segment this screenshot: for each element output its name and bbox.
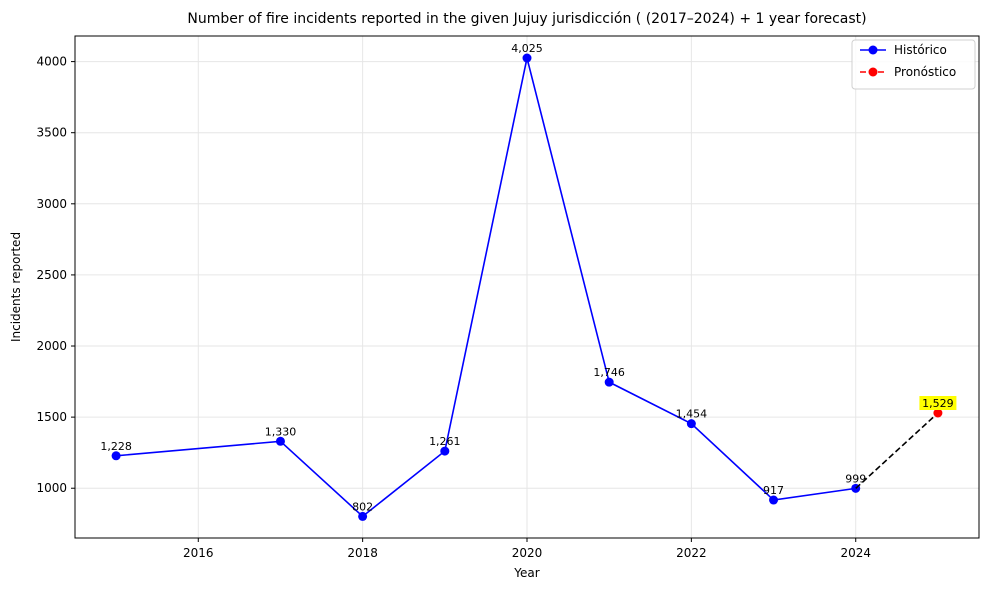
data-label: 1,261	[429, 435, 461, 448]
data-label: 4,025	[511, 42, 543, 55]
data-point	[111, 451, 121, 461]
data-point	[358, 511, 368, 521]
data-label: 1,228	[100, 440, 132, 453]
data-label: 1,454	[676, 408, 708, 421]
x-tick-label: 2020	[512, 546, 543, 560]
data-label: 917	[763, 484, 784, 497]
data-label: 1,330	[265, 425, 297, 438]
x-axis-title: Year	[513, 566, 539, 580]
data-label: 802	[352, 500, 373, 513]
y-tick-label: 1000	[36, 481, 67, 495]
legend-box	[851, 39, 976, 90]
legend: Histórico Pronóstico	[851, 39, 976, 90]
data-point	[440, 446, 450, 456]
label-highlight	[919, 395, 957, 410]
y-tick-label: 3500	[36, 126, 67, 140]
y-tick-label: 2500	[36, 268, 67, 282]
y-tick-label: 1500	[36, 410, 67, 424]
axis-ticks: 2016 2018 2020 2022 2024 1000 1500 2000 2500 3000…	[36, 55, 871, 560]
legend-marker	[868, 45, 878, 55]
data-point	[933, 408, 943, 418]
data-point	[686, 419, 696, 429]
series-line-1	[855, 412, 939, 489]
x-tick-label: 2018	[347, 546, 378, 560]
series-layer	[111, 53, 943, 521]
data-label: 999	[845, 472, 866, 485]
legend-label: Pronóstico	[894, 65, 956, 79]
x-tick-label: 2024	[840, 546, 871, 560]
legend-marker	[868, 67, 878, 77]
legend-label: Histórico	[894, 43, 947, 57]
data-point	[769, 495, 779, 505]
data-point	[275, 436, 285, 446]
y-tick-label: 3000	[36, 197, 67, 211]
x-tick-label: 2016	[183, 546, 214, 560]
data-point	[604, 377, 614, 387]
y-tick-label: 2000	[36, 339, 67, 353]
data-point	[522, 53, 532, 63]
y-axis-title: Incidents reported	[9, 232, 23, 342]
x-tick-label: 2022	[676, 546, 707, 560]
data-labels: 1,228 1,330 802 1,261 4,025 1,746 1,454 917 999 1…	[100, 42, 957, 513]
y-tick-label: 4000	[36, 55, 67, 69]
chart-title: Number of fire incidents reported in the…	[187, 11, 866, 27]
data-label: 1,529	[922, 397, 954, 410]
grid	[75, 36, 979, 538]
data-label: 1,746	[593, 366, 625, 379]
